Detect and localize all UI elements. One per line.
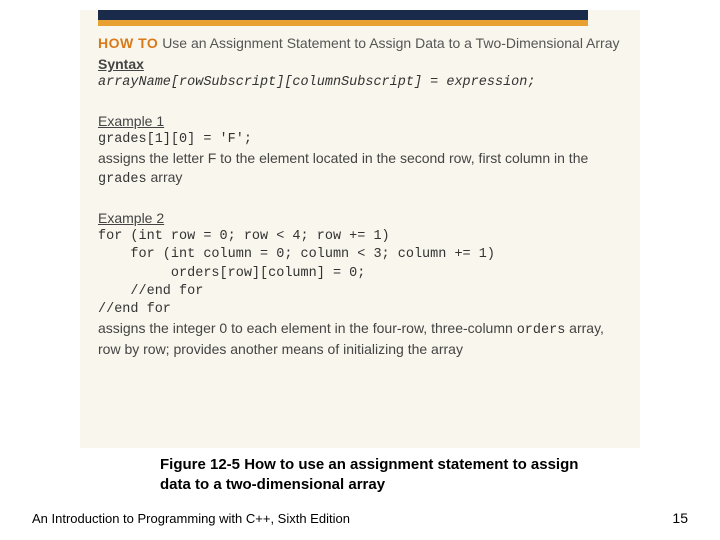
example1-code: grades[1][0] = 'F'; (98, 131, 622, 149)
example1-label: Example 1 (98, 112, 622, 131)
howto-box: HOW TO Use an Assignment Statement to As… (80, 10, 640, 448)
page-number: 15 (672, 510, 688, 526)
howto-title-block: HOW TO Use an Assignment Statement to As… (98, 34, 622, 53)
syntax-line: arrayName[rowSubscript][columnSubscript]… (98, 74, 622, 92)
example1-desc-code: grades (98, 172, 147, 187)
example2-desc: assigns the integer 0 to each element in… (98, 319, 622, 359)
header-bars (98, 10, 588, 26)
example2-code-0: for (int row = 0; row < 4; row += 1) (98, 228, 622, 246)
example1-desc-a: assigns the letter F to the element loca… (98, 150, 588, 166)
bar-orange (98, 20, 588, 26)
footer-left: An Introduction to Programming with C++,… (32, 511, 350, 526)
syntax-label: Syntax (98, 55, 622, 74)
howto-title: Use an Assignment Statement to Assign Da… (162, 35, 619, 51)
figure-caption: Figure 12-5 How to use an assignment sta… (160, 455, 590, 494)
example2-code-2: orders[row][column] = 0; (98, 265, 622, 283)
example2-desc-a: assigns the integer 0 to each element in… (98, 320, 517, 336)
example1-desc-b: array (147, 169, 183, 185)
bar-navy (98, 10, 588, 20)
example2-code-1: for (int column = 0; column < 3; column … (98, 246, 622, 264)
content-inner: HOW TO Use an Assignment Statement to As… (80, 26, 640, 359)
example2-label: Example 2 (98, 209, 622, 228)
example2-desc-code: orders (517, 323, 566, 338)
example1-desc: assigns the letter F to the element loca… (98, 149, 622, 189)
example2-code-3: //end for (98, 283, 622, 301)
howto-label: HOW TO (98, 35, 158, 51)
example2-code-4: //end for (98, 301, 622, 319)
